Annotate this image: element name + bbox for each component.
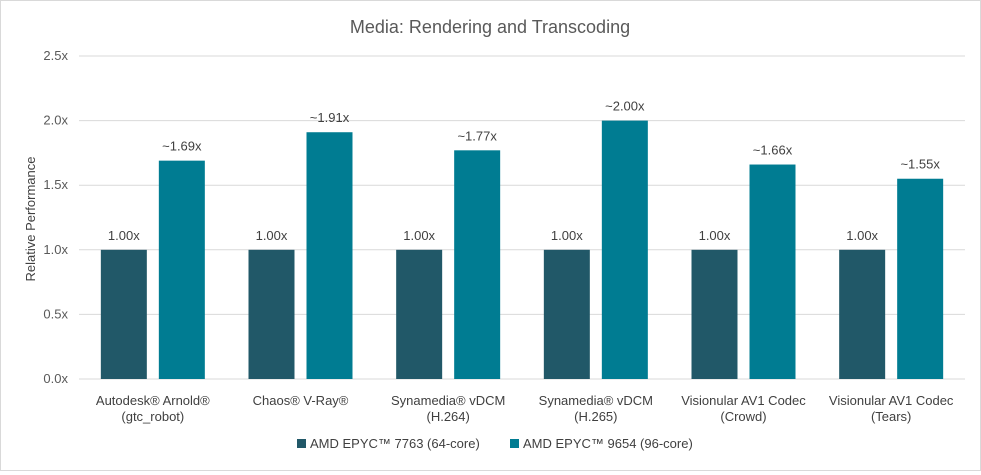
data-label: 1.00x	[846, 228, 878, 243]
legend-label: AMD EPYC™ 7763 (64-core)	[310, 436, 480, 451]
data-label: ~1.77x	[457, 128, 497, 143]
y-tick-label: 1.5x	[43, 177, 68, 192]
gridlines	[79, 55, 965, 380]
bar	[691, 249, 738, 379]
bar	[839, 249, 886, 379]
bars	[100, 120, 944, 379]
x-category-label: Visionular AV1 Codec (Crowd)	[681, 393, 806, 424]
x-category-label: Synamedia® vDCM (H.265)	[539, 393, 653, 424]
data-label: ~1.66x	[753, 143, 793, 158]
bar	[897, 178, 944, 379]
legend: AMD EPYC™ 7763 (64-core) AMD EPYC™ 9654 (…	[297, 436, 693, 451]
bar	[158, 160, 205, 379]
x-category-label: Autodesk® Arnold® (gtc_robot)	[96, 393, 210, 424]
bar	[396, 249, 443, 379]
data-label: 1.00x	[256, 228, 288, 243]
y-axis-label: Relative Performance	[23, 157, 38, 282]
data-label: 1.00x	[551, 228, 583, 243]
bar	[454, 150, 501, 379]
y-tick-label: 2.0x	[43, 113, 68, 128]
y-tick-label: 1.0x	[43, 242, 68, 257]
chart-title: Media: Rendering and Transcoding	[350, 17, 630, 37]
y-tick-label: 2.5x	[43, 48, 68, 63]
x-category-label: Visionular AV1 Codec (Tears)	[829, 393, 954, 424]
data-label: 1.00x	[403, 228, 435, 243]
data-label: ~1.69x	[162, 139, 202, 154]
bar	[248, 249, 295, 379]
data-label: ~2.00x	[605, 99, 645, 114]
x-category-label: Synamedia® vDCM (H.264)	[391, 393, 505, 424]
legend-swatch	[510, 439, 519, 448]
legend-swatch	[297, 439, 306, 448]
legend-label: AMD EPYC™ 9654 (96-core)	[523, 436, 693, 451]
bar	[100, 249, 147, 379]
x-axis-categories: Autodesk® Arnold® (gtc_robot) Chaos® V-Ray…	[96, 393, 954, 424]
data-label: ~1.55x	[900, 157, 940, 172]
bar	[306, 132, 353, 379]
bar	[749, 164, 796, 379]
bar	[543, 249, 590, 379]
data-label: 1.00x	[699, 228, 731, 243]
bar	[601, 120, 648, 379]
data-label: ~1.91x	[310, 110, 350, 125]
data-labels: 1.00x ~1.69x 1.00x ~1.91x 1.00x ~1.77x 1.00x ~2…	[108, 99, 940, 243]
y-axis-ticks: 0.0x 0.5x 1.0x 1.5x 2.0x 2.5x	[43, 48, 68, 386]
data-label: 1.00x	[108, 228, 140, 243]
y-tick-label: 0.5x	[43, 306, 68, 321]
x-category-label: Chaos® V-Ray®	[253, 393, 349, 408]
y-tick-label: 0.0x	[43, 371, 68, 386]
